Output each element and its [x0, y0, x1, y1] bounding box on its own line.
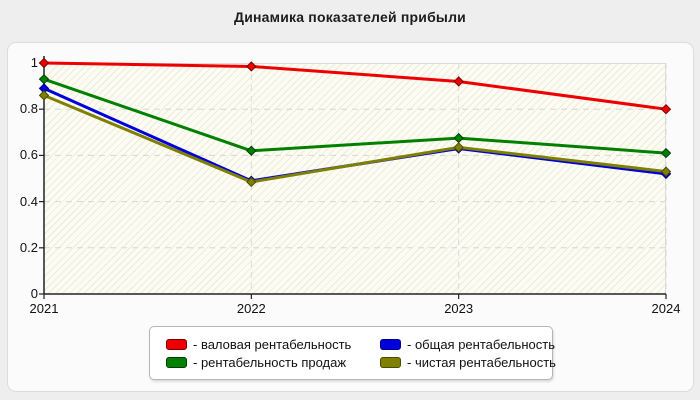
legend-item: - рентабельность продаж: [166, 355, 366, 370]
legend-item: - общая рентабельность: [380, 337, 556, 352]
y-axis-label: 0.2: [19, 239, 38, 255]
chart-legend: - валовая рентабельность - общая рентабел…: [149, 326, 556, 380]
series-line: [43, 77, 667, 155]
x-axis-label: 2024: [651, 301, 681, 316]
legend-item-label: - общая рентабельность: [407, 337, 555, 352]
x-axis-label: 2021: [29, 301, 59, 316]
data-point-marker: [453, 142, 464, 153]
data-point-marker: [246, 176, 257, 188]
chart-panel: 0 0.2 0.4 0.6 0.8 1 2021 2022 2023 2024 - валовая…: [7, 42, 694, 392]
data-point-marker: [246, 61, 257, 72]
legend-item: - чистая рентабельность: [380, 355, 556, 370]
legend-swatch: [380, 357, 401, 368]
data-point-marker: [660, 103, 672, 115]
plot-area: [44, 63, 666, 294]
legend-swatch: [166, 339, 187, 350]
data-point-marker: [453, 132, 464, 144]
y-axis-label: 0.8: [19, 101, 38, 117]
y-axis-label: 1: [30, 55, 38, 70]
legend-item-label: - рентабельность продаж: [193, 355, 347, 370]
chart-title: Динамика показателей прибыли: [234, 9, 466, 25]
data-point-marker: [660, 166, 672, 177]
legend-item-label: - валовая рентабельность: [193, 337, 352, 352]
legend-swatch: [380, 339, 401, 350]
legend-item: - валовая рентабельность: [166, 337, 366, 352]
series-line: [43, 93, 667, 184]
data-point-marker: [38, 90, 50, 101]
data-point-marker: [38, 57, 50, 69]
y-axis-label: 0.4: [19, 193, 38, 209]
x-axis-label: 2022: [236, 301, 266, 316]
data-point-marker: [246, 145, 257, 156]
chart-canvas: [38, 56, 672, 299]
data-point-marker: [453, 76, 464, 87]
y-axis-label: 0: [30, 286, 38, 301]
data-point-marker: [660, 147, 672, 159]
data-point-marker: [38, 73, 50, 85]
legend-item-label: - чистая рентабельность: [407, 355, 556, 370]
series-line: [43, 61, 667, 111]
legend-swatch: [166, 357, 187, 368]
y-axis-label: 0.6: [19, 147, 38, 163]
x-axis-label: 2023: [444, 301, 474, 316]
